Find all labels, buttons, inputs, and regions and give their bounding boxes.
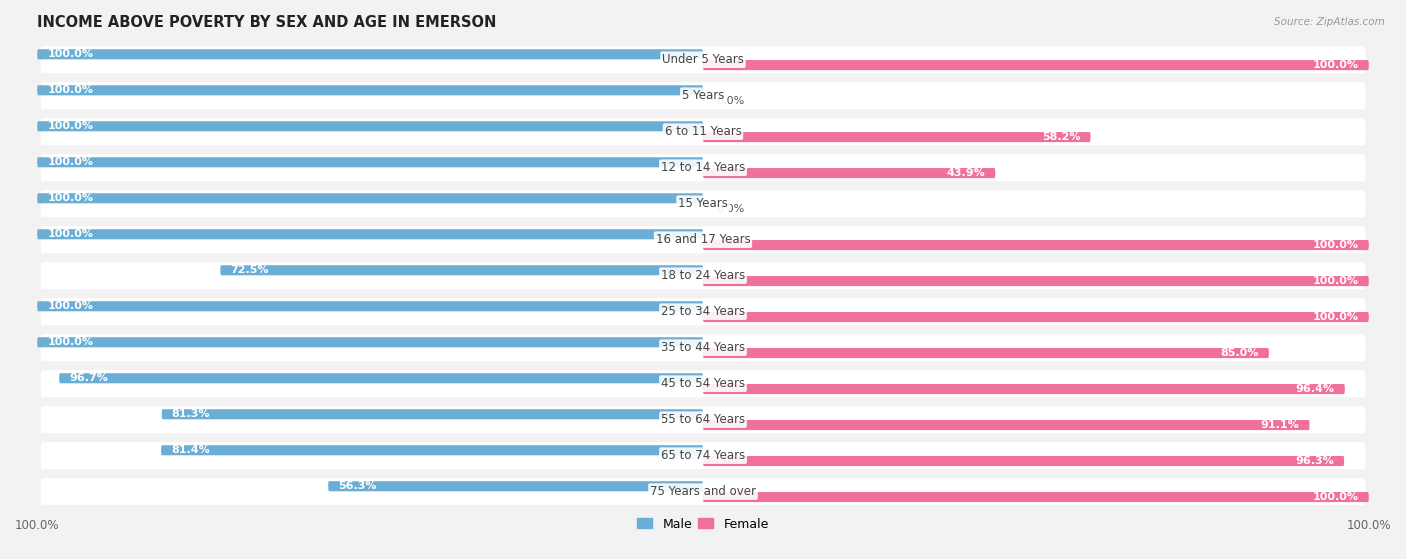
- FancyBboxPatch shape: [703, 312, 1369, 322]
- FancyBboxPatch shape: [41, 154, 1365, 181]
- FancyBboxPatch shape: [703, 384, 1344, 394]
- Text: 100.0%: 100.0%: [48, 121, 93, 131]
- FancyBboxPatch shape: [37, 86, 703, 96]
- Text: 100.0%: 100.0%: [48, 86, 93, 95]
- FancyBboxPatch shape: [37, 49, 703, 59]
- Text: 96.3%: 96.3%: [1295, 456, 1334, 466]
- FancyBboxPatch shape: [41, 406, 1365, 433]
- Text: 43.9%: 43.9%: [946, 168, 986, 178]
- FancyBboxPatch shape: [41, 334, 1365, 361]
- Text: 58.2%: 58.2%: [1042, 132, 1080, 142]
- Text: 100.0%: 100.0%: [48, 157, 93, 167]
- Legend: Male, Female: Male, Female: [633, 513, 773, 536]
- Text: 0.0%: 0.0%: [716, 204, 745, 214]
- Text: 100.0%: 100.0%: [1313, 312, 1358, 322]
- Text: Source: ZipAtlas.com: Source: ZipAtlas.com: [1274, 17, 1385, 27]
- FancyBboxPatch shape: [41, 226, 1365, 253]
- Text: 96.4%: 96.4%: [1296, 384, 1334, 394]
- Text: 91.1%: 91.1%: [1261, 420, 1299, 430]
- Text: 0.0%: 0.0%: [716, 96, 745, 106]
- Text: 6 to 11 Years: 6 to 11 Years: [665, 125, 741, 138]
- FancyBboxPatch shape: [41, 298, 1365, 325]
- Text: 5 Years: 5 Years: [682, 89, 724, 102]
- Text: 100.0%: 100.0%: [1313, 276, 1358, 286]
- FancyBboxPatch shape: [37, 121, 703, 131]
- FancyBboxPatch shape: [41, 46, 1365, 73]
- FancyBboxPatch shape: [41, 478, 1365, 505]
- FancyBboxPatch shape: [703, 276, 1369, 286]
- FancyBboxPatch shape: [703, 456, 1344, 466]
- Text: 96.7%: 96.7%: [69, 373, 108, 383]
- FancyBboxPatch shape: [41, 262, 1365, 289]
- FancyBboxPatch shape: [703, 492, 1369, 502]
- Text: 100.0%: 100.0%: [48, 301, 93, 311]
- Text: 100.0%: 100.0%: [1313, 60, 1358, 70]
- Text: 65 to 74 Years: 65 to 74 Years: [661, 449, 745, 462]
- Text: 85.0%: 85.0%: [1220, 348, 1258, 358]
- Text: 16 and 17 Years: 16 and 17 Years: [655, 233, 751, 246]
- Text: 15 Years: 15 Years: [678, 197, 728, 210]
- Text: Under 5 Years: Under 5 Years: [662, 53, 744, 66]
- Text: 72.5%: 72.5%: [231, 266, 269, 275]
- FancyBboxPatch shape: [37, 337, 703, 347]
- Text: 12 to 14 Years: 12 to 14 Years: [661, 161, 745, 174]
- FancyBboxPatch shape: [328, 481, 703, 491]
- FancyBboxPatch shape: [37, 301, 703, 311]
- FancyBboxPatch shape: [703, 60, 1369, 70]
- Text: 75 Years and over: 75 Years and over: [650, 485, 756, 498]
- Text: 18 to 24 Years: 18 to 24 Years: [661, 269, 745, 282]
- Text: 100.0%: 100.0%: [48, 229, 93, 239]
- Text: 35 to 44 Years: 35 to 44 Years: [661, 341, 745, 354]
- FancyBboxPatch shape: [41, 82, 1365, 109]
- Text: 100.0%: 100.0%: [1313, 240, 1358, 250]
- Text: 45 to 54 Years: 45 to 54 Years: [661, 377, 745, 390]
- FancyBboxPatch shape: [703, 420, 1309, 430]
- Text: 100.0%: 100.0%: [1313, 492, 1358, 502]
- FancyBboxPatch shape: [703, 168, 995, 178]
- FancyBboxPatch shape: [703, 132, 1091, 142]
- Text: 81.4%: 81.4%: [172, 446, 209, 455]
- FancyBboxPatch shape: [703, 240, 1369, 250]
- FancyBboxPatch shape: [41, 118, 1365, 145]
- FancyBboxPatch shape: [221, 265, 703, 276]
- FancyBboxPatch shape: [41, 190, 1365, 217]
- Text: 81.3%: 81.3%: [172, 409, 211, 419]
- FancyBboxPatch shape: [703, 348, 1268, 358]
- FancyBboxPatch shape: [162, 445, 703, 455]
- FancyBboxPatch shape: [59, 373, 703, 383]
- Text: 100.0%: 100.0%: [48, 193, 93, 203]
- FancyBboxPatch shape: [37, 229, 703, 239]
- FancyBboxPatch shape: [37, 157, 703, 167]
- Text: INCOME ABOVE POVERTY BY SEX AND AGE IN EMERSON: INCOME ABOVE POVERTY BY SEX AND AGE IN E…: [37, 15, 496, 30]
- FancyBboxPatch shape: [41, 370, 1365, 397]
- FancyBboxPatch shape: [37, 193, 703, 203]
- Text: 25 to 34 Years: 25 to 34 Years: [661, 305, 745, 318]
- FancyBboxPatch shape: [162, 409, 703, 419]
- FancyBboxPatch shape: [41, 442, 1365, 469]
- Text: 100.0%: 100.0%: [48, 337, 93, 347]
- Text: 55 to 64 Years: 55 to 64 Years: [661, 413, 745, 426]
- Text: 100.0%: 100.0%: [48, 49, 93, 59]
- Text: 56.3%: 56.3%: [339, 481, 377, 491]
